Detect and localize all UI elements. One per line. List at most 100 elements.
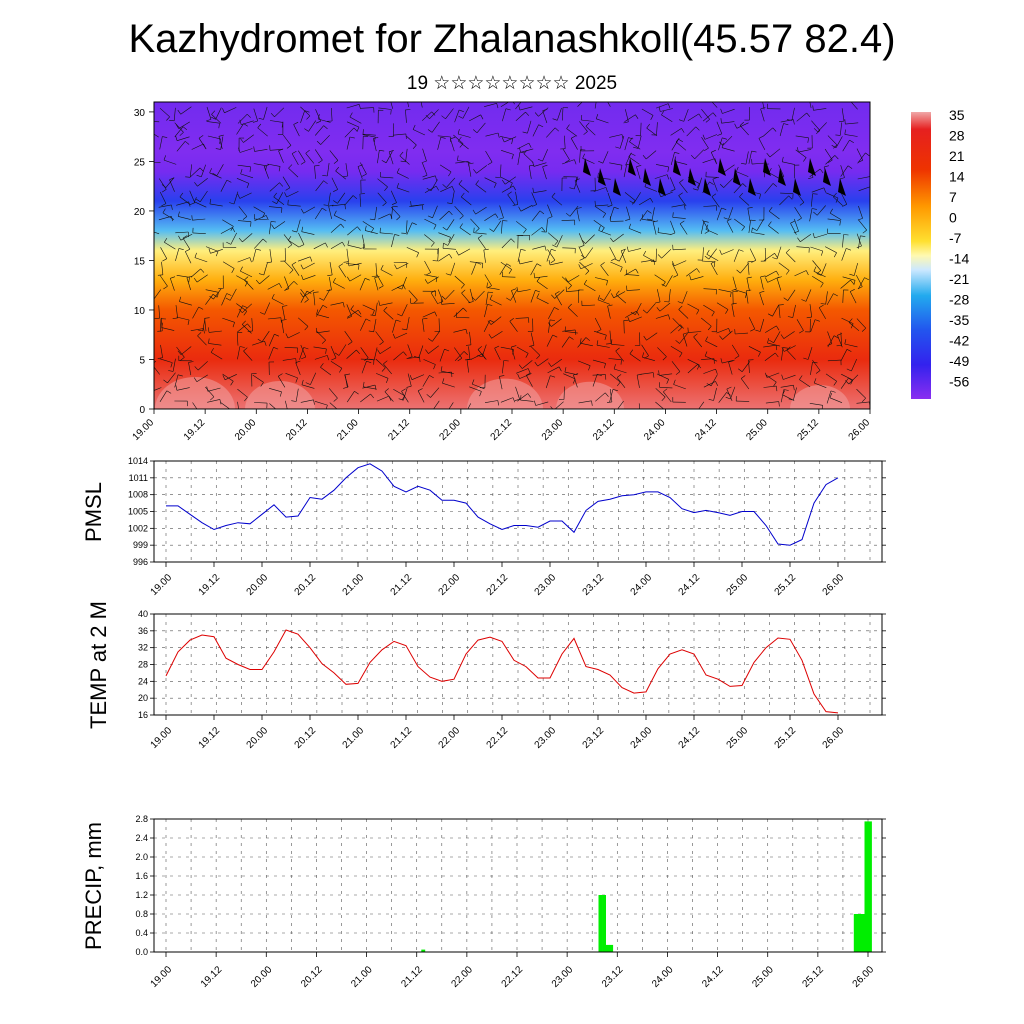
wind-barb-feather [293, 281, 298, 285]
wind-barb-feather [667, 166, 669, 172]
wind-barb-feather [301, 379, 304, 385]
wind-barb-feather [226, 179, 232, 183]
wind-barb-feather [255, 279, 260, 285]
wind-pennant [583, 158, 591, 176]
wind-barb [194, 201, 207, 208]
time-tick-label: 19.12 [197, 572, 223, 598]
wind-barb [401, 304, 408, 317]
wind-barb [362, 134, 376, 138]
wind-barb [180, 233, 193, 241]
wind-barb-feather [675, 371, 681, 375]
wind-barb [607, 305, 611, 319]
wind-barb-feather [585, 122, 590, 127]
wind-barb-feather [783, 123, 789, 126]
wind-barb-feather [751, 260, 756, 263]
wind-barb-feather [226, 293, 232, 296]
wind-barb-feather [246, 183, 250, 189]
wind-barb-feather [812, 233, 815, 238]
wind-barb [596, 118, 609, 124]
wind-barb [592, 359, 606, 364]
wind-barb [669, 177, 676, 190]
wind-barb [624, 137, 629, 151]
precip-bar [853, 914, 858, 952]
wind-barb [378, 213, 391, 220]
wind-barb-feather [604, 363, 606, 369]
wind-barb [178, 216, 191, 220]
time-tick-label: 22.12 [500, 964, 526, 990]
wind-barb [158, 178, 167, 190]
wind-barb [422, 175, 436, 180]
wind-barb [438, 318, 440, 332]
wind-barb [694, 149, 705, 160]
wind-barb [473, 232, 487, 235]
wind-barb-feather [631, 200, 636, 205]
wind-barb-feather [591, 400, 593, 406]
wind-barb [705, 229, 718, 235]
wind-barb [433, 400, 440, 409]
wind-barb-feather [177, 109, 181, 115]
wind-barb [547, 249, 556, 261]
wind-barb-feather [846, 349, 852, 352]
wind-barb [705, 176, 719, 178]
wind-barb [190, 167, 201, 177]
wind-barb-feather [391, 202, 397, 205]
wind-barb [593, 219, 605, 228]
wind-barb [646, 303, 656, 314]
wind-barb [561, 159, 575, 165]
wind-barb-feather [853, 280, 856, 286]
wind-barb-feather [425, 349, 429, 354]
wind-barb [638, 403, 640, 409]
wind-barb-feather [252, 120, 258, 123]
wind-barb [237, 346, 241, 360]
wind-barb [511, 290, 517, 303]
wind-barb [424, 218, 437, 226]
colorbar-bar [911, 112, 931, 399]
wind-barb-feather [693, 333, 698, 338]
wind-barb [346, 121, 360, 128]
wind-barb-feather [642, 309, 648, 314]
time-tick-label: 21.12 [386, 417, 412, 443]
wind-barb [678, 195, 687, 207]
wind-barb-feather [536, 293, 540, 299]
wind-barb-feather [799, 375, 803, 380]
wind-barb [536, 297, 549, 304]
wind-barb-feather [447, 202, 453, 204]
wind-barb-feather [781, 346, 785, 352]
wind-barb-feather [430, 242, 435, 247]
wind-barb [160, 317, 163, 331]
wind-barb [857, 152, 866, 164]
wind-barb [824, 148, 833, 161]
wind-barb [346, 304, 352, 317]
wind-barb-feather [468, 162, 474, 165]
wind-barb [739, 125, 749, 136]
wind-barb-feather [322, 305, 328, 309]
wind-barb-feather [629, 200, 634, 204]
wind-barb [670, 128, 682, 136]
wind-barb-feather [333, 200, 338, 204]
wind-barb-feather [532, 161, 535, 167]
wind-barb [851, 358, 857, 372]
wind-barb [783, 331, 795, 339]
wind-barb [722, 359, 735, 364]
wind-barb [704, 355, 718, 362]
wind-barb [533, 190, 547, 193]
wind-barb [609, 246, 616, 259]
wind-barb [763, 344, 777, 348]
wind-barb-feather [440, 136, 446, 139]
wind-barb-feather [384, 186, 388, 191]
wind-barb-feather [564, 367, 567, 373]
wind-barb [844, 134, 858, 137]
wind-barb-feather [238, 308, 243, 313]
wind-barb-feather [373, 137, 379, 139]
wind-barb [493, 220, 502, 232]
wind-barb-feather [443, 242, 448, 246]
time-tick-label: 23.12 [581, 572, 607, 598]
wind-barb [641, 344, 649, 356]
wind-barb-feather [812, 193, 818, 195]
wind-barb [328, 192, 331, 206]
wind-barb-feather [218, 123, 220, 129]
wind-pennant [808, 158, 816, 176]
wind-barb [347, 226, 358, 236]
wind-barb [767, 342, 781, 347]
wind-barb-feather [431, 111, 436, 116]
